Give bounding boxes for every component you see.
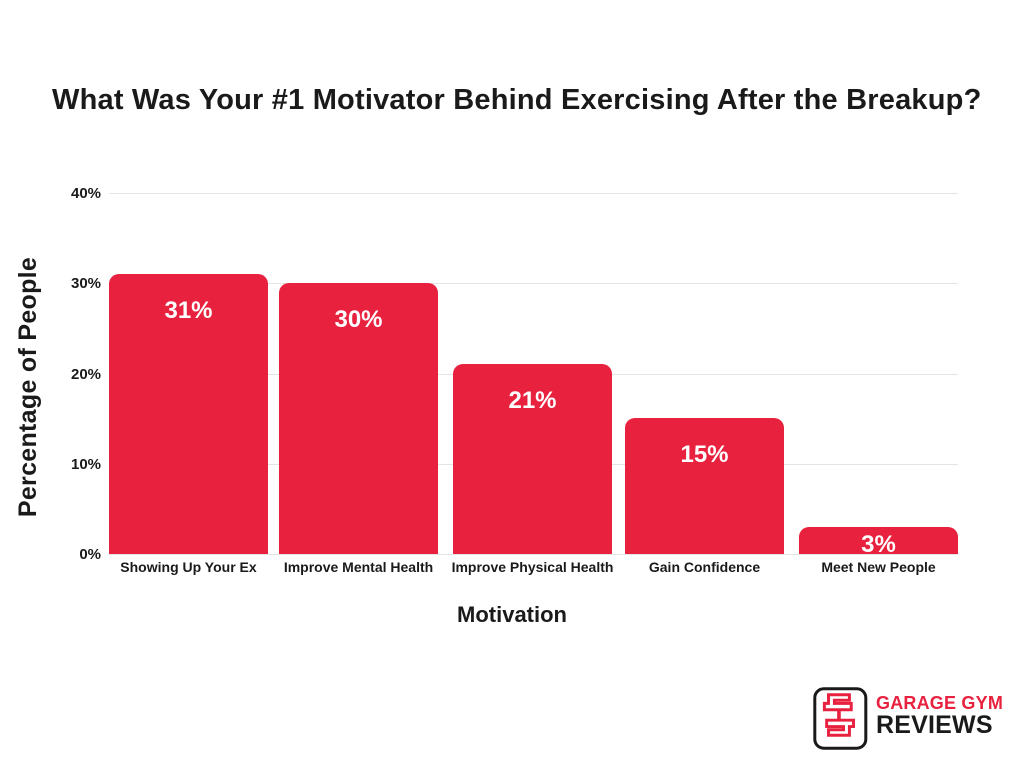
svg-text:GARAGE GYM: GARAGE GYM	[876, 693, 1003, 713]
svg-text:REVIEWS: REVIEWS	[876, 711, 993, 739]
